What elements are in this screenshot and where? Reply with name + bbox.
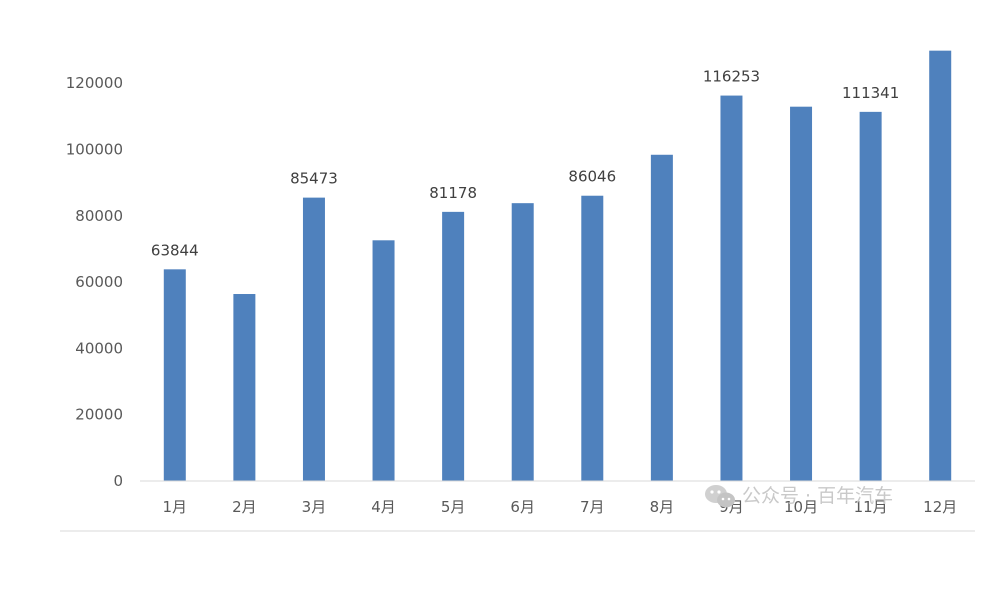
bar: [372, 240, 395, 481]
x-tick-label: 1月: [163, 498, 188, 516]
x-tick-label: 7月: [580, 498, 605, 516]
bar: [511, 203, 534, 481]
y-tick-label: 100000: [66, 140, 123, 158]
x-tick-label: 11月: [854, 498, 888, 516]
data-label: 85473: [290, 170, 338, 188]
watermark: 公众号 · 百年汽车: [705, 485, 893, 508]
bar: [859, 111, 882, 482]
x-axis: 1月 2月 3月 4月 5月 6月 7月 8月 9月 10月 11月 12月: [163, 498, 958, 516]
data-label: 86046: [568, 168, 616, 186]
y-tick-label: 60000: [75, 273, 123, 291]
bar: [302, 197, 325, 481]
x-tick-label: 10月: [784, 498, 818, 516]
y-tick-label: 40000: [75, 339, 123, 357]
data-label: 116253: [703, 68, 760, 86]
bar: [650, 154, 673, 481]
x-tick-label: 4月: [371, 498, 396, 516]
bar: [929, 50, 952, 481]
x-tick-label: 6月: [510, 498, 535, 516]
y-tick-label: 120000: [66, 74, 123, 92]
y-tick-label: 0: [113, 472, 123, 490]
bar: [581, 195, 604, 481]
wechat-icon: [705, 485, 735, 508]
x-tick-label: 3月: [302, 498, 327, 516]
y-tick-label: 20000: [75, 406, 123, 424]
bar: [233, 294, 256, 481]
bar: [442, 211, 465, 481]
x-tick-label: 5月: [441, 498, 466, 516]
data-labels: 63844 85473 81178 86046 116253 111341: [151, 68, 899, 260]
watermark-text: 公众号 · 百年汽车: [742, 485, 893, 507]
data-label: 111341: [842, 84, 899, 102]
bars: [163, 50, 952, 482]
y-axis: 0 20000 40000 60000 80000 100000 120000: [66, 74, 123, 490]
bar: [790, 106, 813, 481]
data-label: 63844: [151, 241, 199, 259]
bar: [163, 269, 186, 481]
bar: [720, 95, 743, 481]
x-tick-label: 2月: [232, 498, 257, 516]
data-label: 81178: [429, 184, 477, 202]
y-tick-label: 80000: [75, 207, 123, 225]
x-tick-label: 12月: [923, 498, 957, 516]
x-tick-label: 8月: [650, 498, 675, 516]
